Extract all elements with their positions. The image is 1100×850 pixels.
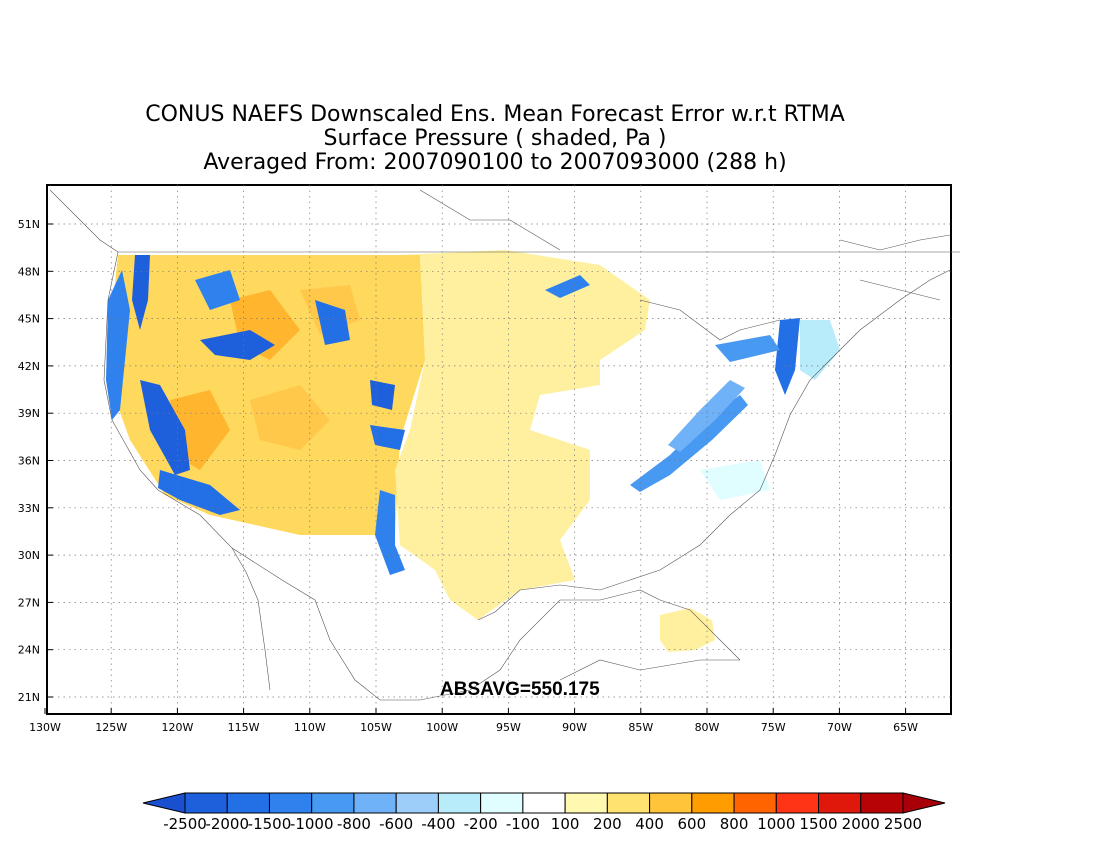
colorbar-label: -100 <box>506 815 540 833</box>
front-range-blue <box>370 425 405 450</box>
colorbar-swatch <box>860 792 904 814</box>
colorbar-swatch <box>818 792 862 814</box>
colorbar-swatch <box>437 792 482 814</box>
colorbar-low-arrow <box>142 792 186 814</box>
colorbar-swatch <box>395 792 439 814</box>
snake-river-blue <box>200 330 275 360</box>
colorbar: -2500-2000-1500-1000 -800 -600 -400 -200 -100… <box>142 792 946 833</box>
lat-label: 36N <box>18 455 40 468</box>
wyoming-blue <box>315 300 350 345</box>
colorbar-swatch <box>480 792 524 814</box>
longitude-labels: 130W 125W 120W 115W 110W 105W 100W 95W 90W 85W 80W… <box>29 708 918 734</box>
colorbar-label: 2500 <box>884 815 922 833</box>
lat-label: 21N <box>18 691 40 704</box>
lon-label: 105W <box>360 721 392 734</box>
title-line-1: CONUS NAEFS Downscaled Ens. Mean Forecas… <box>145 102 845 127</box>
colorbar-swatch <box>606 792 651 814</box>
colorbar-swatch <box>268 792 313 814</box>
lat-label: 30N <box>18 549 40 562</box>
lon-label: 90W <box>562 721 587 734</box>
colorbar-swatch <box>522 792 566 814</box>
central-valley-blue <box>140 380 190 475</box>
lon-label: 85W <box>628 721 653 734</box>
rio-grande-blue <box>375 490 405 575</box>
lake-superior-blue <box>545 275 590 298</box>
colorbar-label: -2500 <box>163 815 207 833</box>
colorbar-label: -800 <box>337 815 371 833</box>
lat-label: 27N <box>18 596 40 609</box>
mid-atlantic-light-blue <box>700 460 770 500</box>
colorado-blue <box>370 380 395 410</box>
colorbar-label: 800 <box>720 815 749 833</box>
colorbar-swatch <box>226 792 270 814</box>
colorbar-label: -600 <box>379 815 413 833</box>
lat-label: 24N <box>18 644 40 657</box>
plains-positive-region <box>395 250 650 620</box>
colorbar-label: 200 <box>593 815 622 833</box>
florida-region <box>660 608 715 652</box>
lat-label: 42N <box>18 360 40 373</box>
colorbar-label: -1500 <box>248 815 292 833</box>
lon-label: 130W <box>29 721 61 734</box>
colorbar-label: -400 <box>421 815 455 833</box>
coastlines <box>49 189 960 701</box>
adirondack-blue <box>775 318 800 395</box>
latitude-labels: 51N 48N 45N 42N 39N 36N 33N 30N 27N 24N 21N <box>18 218 53 704</box>
colorbar-label: 1500 <box>799 815 837 833</box>
lat-label: 51N <box>18 218 40 231</box>
colorbar-swatch <box>184 792 228 814</box>
lat-label: 33N <box>18 502 40 515</box>
colorbar-swatch <box>649 792 693 814</box>
lon-label: 115W <box>228 721 260 734</box>
colorbar-swatch <box>691 792 735 814</box>
colorbar-label: 1000 <box>757 815 795 833</box>
colorbar-swatch <box>353 792 397 814</box>
colorbar-label: 100 <box>551 815 580 833</box>
lat-label: 48N <box>18 265 40 278</box>
northern-rockies-blue <box>132 255 150 330</box>
lon-label: 110W <box>294 721 326 734</box>
lon-label: 95W <box>496 721 521 734</box>
colorbar-label: -1000 <box>290 815 334 833</box>
lon-label: 75W <box>761 721 786 734</box>
coast-blue-band <box>106 270 130 420</box>
lon-label: 80W <box>695 721 720 734</box>
colorbar-swatch <box>733 792 777 814</box>
title-line-3: Averaged From: 2007090100 to 2007093000 … <box>203 150 787 175</box>
lon-label: 120W <box>161 721 193 734</box>
colorbar-label: 2000 <box>842 815 880 833</box>
lon-label: 125W <box>95 721 127 734</box>
lon-label: 70W <box>827 721 852 734</box>
new-england-light-blue <box>800 320 840 380</box>
colorbar-label: 600 <box>678 815 707 833</box>
colorbar-swatch <box>564 792 608 814</box>
idaho-blue <box>195 270 240 310</box>
absavg-label: ABSAVG=550.175 <box>440 679 600 700</box>
lat-label: 45N <box>18 313 40 326</box>
colorbar-swatch <box>775 792 820 814</box>
colorbar-high-arrow <box>902 792 946 814</box>
colorbar-label: -200 <box>464 815 498 833</box>
lon-label: 100W <box>426 721 458 734</box>
lon-label: 65W <box>893 721 918 734</box>
title-line-2: Surface Pressure ( shaded, Pa ) <box>323 126 667 151</box>
colorbar-label: -2000 <box>205 815 249 833</box>
colorbar-swatch <box>311 792 355 814</box>
colorbar-label: 400 <box>635 815 664 833</box>
graticule <box>47 185 951 714</box>
appalachian-blue-2 <box>668 380 745 452</box>
lat-label: 39N <box>18 407 40 420</box>
new-york-blue <box>715 335 780 362</box>
southern-ca-blue <box>158 470 240 515</box>
